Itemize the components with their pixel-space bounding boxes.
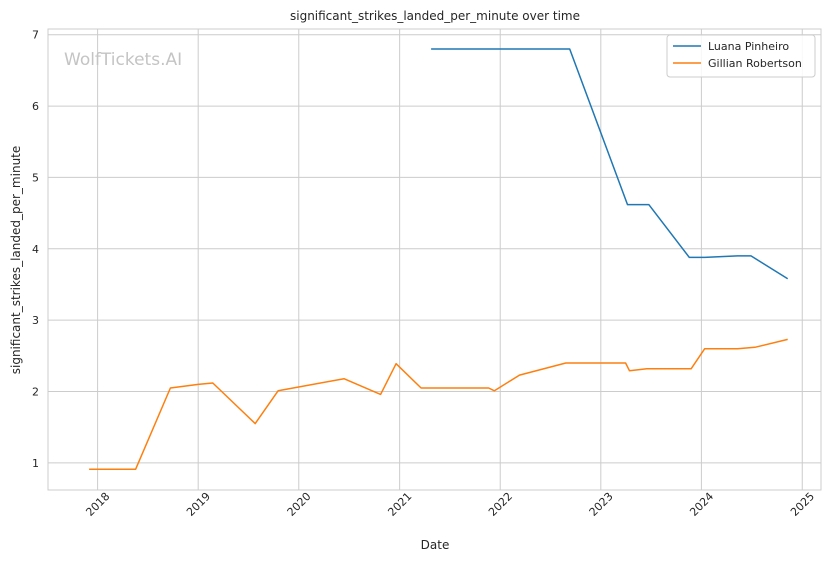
x-tick-label: 2020 bbox=[285, 490, 314, 519]
legend-box bbox=[666, 34, 816, 78]
y-tick-label: 5 bbox=[32, 171, 39, 184]
chart-title: significant_strikes_landed_per_minute ov… bbox=[290, 9, 580, 23]
y-tick-label: 1 bbox=[32, 457, 39, 470]
legend: Luana Pinheiro Gillian Robertson bbox=[666, 34, 816, 78]
y-tick-label: 4 bbox=[32, 243, 39, 256]
y-tick-label: 6 bbox=[32, 100, 39, 113]
plot-frame bbox=[47, 28, 822, 491]
x-tick-label: 2018 bbox=[83, 490, 112, 519]
legend-label: Gillian Robertson bbox=[708, 57, 802, 70]
watermark: WolfTickets.AI bbox=[64, 50, 182, 70]
series-group bbox=[89, 48, 789, 471]
x-tick-label: 2025 bbox=[788, 490, 817, 519]
y-tick-label: 3 bbox=[32, 314, 39, 327]
series-line bbox=[89, 338, 788, 471]
y-tick-label: 2 bbox=[32, 386, 39, 399]
x-tick-label: 2024 bbox=[687, 490, 716, 519]
x-axis-label: Date bbox=[421, 538, 450, 552]
x-tick-label: 2022 bbox=[486, 490, 515, 519]
legend-label: Luana Pinheiro bbox=[708, 40, 789, 53]
series-line bbox=[431, 48, 789, 280]
x-tick-label: 2019 bbox=[184, 490, 213, 519]
x-tick-label: 2021 bbox=[385, 490, 414, 519]
y-axis-label: significant_strikes_landed_per_minute bbox=[9, 146, 23, 375]
y-tick-label: 7 bbox=[32, 29, 39, 42]
plot-background bbox=[48, 29, 821, 490]
grid-lines bbox=[48, 29, 821, 490]
x-tick-label: 2023 bbox=[587, 490, 616, 519]
